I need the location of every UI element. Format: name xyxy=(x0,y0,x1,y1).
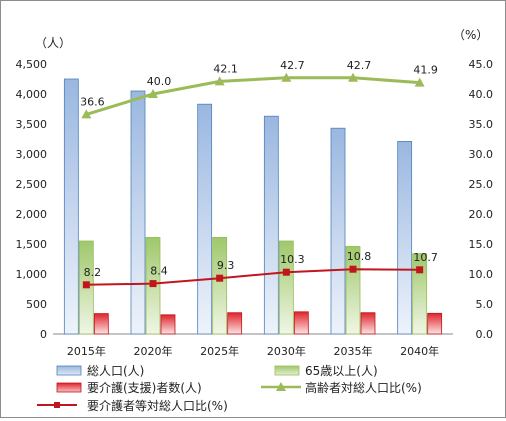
data-label-care-ratio: 10.3 xyxy=(280,253,305,266)
x-tick-label: 2035年 xyxy=(334,344,373,358)
legend-label-care-recipients: 要介護(支援)者数(人) xyxy=(87,380,202,395)
x-tick-label: 2025年 xyxy=(200,344,239,358)
y-right-tick-label: 15.0 xyxy=(469,238,494,251)
bar-total-population xyxy=(63,78,79,335)
bar-total-population xyxy=(197,103,213,335)
marker-elderly-ratio xyxy=(414,77,425,87)
y-right-tick-label: 5.0 xyxy=(476,298,494,311)
legend-item-total-population: 総人口(人) xyxy=(56,364,144,378)
y-right-tick-label: 25.0 xyxy=(469,178,494,191)
x-tick-label: 2015年 xyxy=(67,344,106,358)
legend-label-elderly-ratio: 高齢者対総人口比(%) xyxy=(305,380,422,395)
legend-swatch-care-recipients xyxy=(56,382,82,393)
bar-aged-65 xyxy=(412,253,428,335)
legend-item-care-ratio: 要介護者等対総人口比(%) xyxy=(37,398,228,413)
bar-total-population xyxy=(263,115,279,335)
y-right-tick-label: 30.0 xyxy=(469,148,494,161)
y-left-tick-label: 3,000 xyxy=(16,148,48,161)
legend-swatch-aged-65 xyxy=(274,365,300,376)
y-right-tick-label: 10.0 xyxy=(469,268,494,281)
legend-marker-care-ratio xyxy=(54,402,60,408)
legend-label-care-ratio: 要介護者等対総人口比(%) xyxy=(87,398,228,413)
marker-elderly-ratio xyxy=(348,72,358,82)
data-label-care-ratio: 10.8 xyxy=(347,250,372,263)
bar-total-population xyxy=(130,90,146,335)
data-label-elderly-ratio: 42.7 xyxy=(347,59,372,72)
y-left-tick-label: 4,000 xyxy=(16,88,48,101)
marker-care-ratio xyxy=(349,265,357,273)
x-axis-ticks: 2015年 2020年 2025年 2030年 2035年 2040年 xyxy=(67,344,439,358)
y-right-axis-ticks: 0.0 5.0 10.0 15.0 20.0 25.0 30.0 35.0 40.0 45.0 xyxy=(469,58,494,341)
y-right-tick-label: 0.0 xyxy=(476,328,494,341)
x-tick-label: 2020年 xyxy=(134,344,173,358)
legend-marker-elderly-ratio xyxy=(276,382,286,391)
data-label-elderly-ratio: 42.7 xyxy=(280,59,305,72)
marker-elderly-ratio xyxy=(148,89,158,98)
line-elderly-ratio xyxy=(85,76,420,116)
y-right-tick-label: 20.0 xyxy=(469,208,494,221)
bar-care-recipients xyxy=(160,314,176,335)
y-right-tick-label: 40.0 xyxy=(469,88,494,101)
marker-care-ratio xyxy=(282,268,290,276)
y-left-tick-label: 3,500 xyxy=(16,118,48,131)
data-label-care-ratio: 10.7 xyxy=(413,251,438,264)
y-left-tick-label: 500 xyxy=(26,298,47,311)
bar-care-recipients xyxy=(427,312,443,335)
y-right-tick-label: 45.0 xyxy=(469,58,494,71)
bar-aged-65 xyxy=(278,240,294,335)
legend: 総人口(人) 65歳以上(人) 要介護(支援)者数(人) 高齢者対総人口比(%)… xyxy=(37,364,422,413)
marker-care-ratio xyxy=(82,281,90,289)
line-series xyxy=(81,72,425,289)
bar-care-recipients xyxy=(293,311,309,335)
data-labels: 36.6 40.0 42.1 42.7 42.7 41.9 8.2 8.4 9.3 10.3 10.… xyxy=(80,59,438,279)
y-left-tick-label: 1,500 xyxy=(16,238,48,251)
legend-item-aged-65: 65歳以上(人) xyxy=(274,364,378,378)
legend-item-elderly-ratio: 高齢者対総人口比(%) xyxy=(261,380,422,395)
y-left-axis-ticks: 0 500 1,000 1,500 2,000 2,500 3,000 3,500 4,000 4… xyxy=(16,58,48,341)
bar-care-recipients xyxy=(93,313,109,335)
legend-item-care-recipients: 要介護(支援)者数(人) xyxy=(56,380,202,395)
legend-label-aged-65: 65歳以上(人) xyxy=(305,364,378,378)
line-care-ratio xyxy=(86,268,420,286)
y-left-tick-label: 1,000 xyxy=(16,268,48,281)
data-label-care-ratio: 9.3 xyxy=(217,259,235,272)
y-left-tick-label: 0 xyxy=(40,328,47,341)
y-left-unit: （人） xyxy=(35,36,71,50)
legend-label-total-population: 総人口(人) xyxy=(87,364,144,378)
y-right-tick-label: 35.0 xyxy=(469,118,494,131)
data-label-care-ratio: 8.4 xyxy=(150,265,168,278)
bar-series xyxy=(63,78,443,335)
bar-total-population xyxy=(330,127,346,335)
legend-swatch-total-population xyxy=(56,365,82,376)
marker-elderly-ratio xyxy=(214,76,225,86)
marker-elderly-ratio xyxy=(81,109,92,119)
marker-care-ratio xyxy=(416,266,424,274)
x-tick-label: 2030年 xyxy=(267,344,306,358)
data-label-elderly-ratio: 40.0 xyxy=(147,75,172,88)
bar-care-recipients xyxy=(227,312,243,335)
y-left-tick-label: 4,500 xyxy=(16,58,48,71)
x-tick-label: 2040年 xyxy=(400,344,439,358)
marker-care-ratio xyxy=(149,280,157,288)
data-label-elderly-ratio: 36.6 xyxy=(80,95,105,108)
bar-aged-65 xyxy=(212,236,228,335)
y-right-unit: （%） xyxy=(453,28,488,42)
bar-total-population xyxy=(397,140,413,335)
bar-care-recipients xyxy=(360,312,376,335)
data-label-elderly-ratio: 42.1 xyxy=(213,62,238,75)
data-label-elderly-ratio: 41.9 xyxy=(413,64,438,77)
y-left-tick-label: 2,500 xyxy=(16,178,48,191)
data-label-care-ratio: 8.2 xyxy=(84,266,102,279)
y-left-tick-label: 2,000 xyxy=(16,208,48,221)
marker-elderly-ratio xyxy=(281,72,292,82)
marker-care-ratio xyxy=(216,274,224,282)
